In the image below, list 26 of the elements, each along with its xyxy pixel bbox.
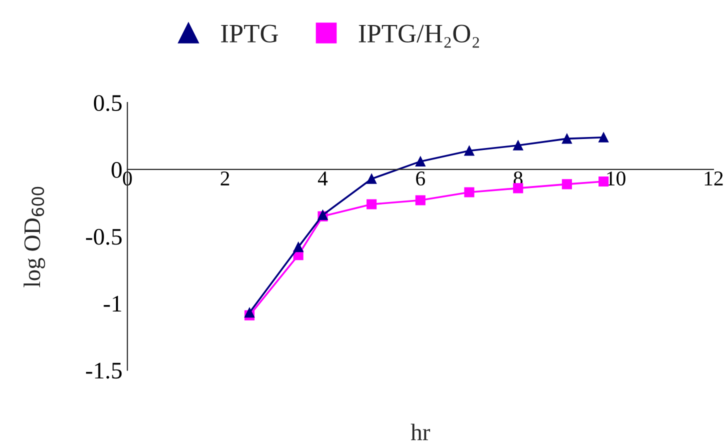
legend-label: IPTG	[221, 24, 278, 42]
point	[513, 140, 524, 150]
y-axis-title: log OD$_{600}$	[24, 186, 46, 288]
y-tick-label: -1	[104, 296, 122, 312]
point	[513, 183, 524, 194]
point	[415, 195, 426, 206]
point	[562, 134, 572, 144]
y-tick-label: -0.5	[86, 228, 122, 245]
point	[562, 179, 572, 190]
point	[598, 132, 609, 142]
y-tick-label: -1.5	[86, 362, 122, 379]
point	[415, 156, 426, 166]
x-tick-label: 10	[607, 171, 626, 186]
point	[464, 146, 474, 156]
x-tick-label: 4	[318, 172, 328, 186]
x-tick-label: 12	[704, 172, 723, 186]
point	[244, 308, 255, 318]
point	[464, 187, 474, 198]
legend-label: IPTG/H₂O₂	[358, 24, 479, 48]
x-tick-label: 6	[416, 172, 426, 186]
point	[366, 174, 377, 184]
x-axis-title: hr	[410, 424, 430, 440]
y-tick-label: 0.5	[94, 95, 122, 112]
point	[366, 199, 377, 210]
point	[293, 242, 304, 252]
x-tick-label: 2	[220, 172, 230, 186]
